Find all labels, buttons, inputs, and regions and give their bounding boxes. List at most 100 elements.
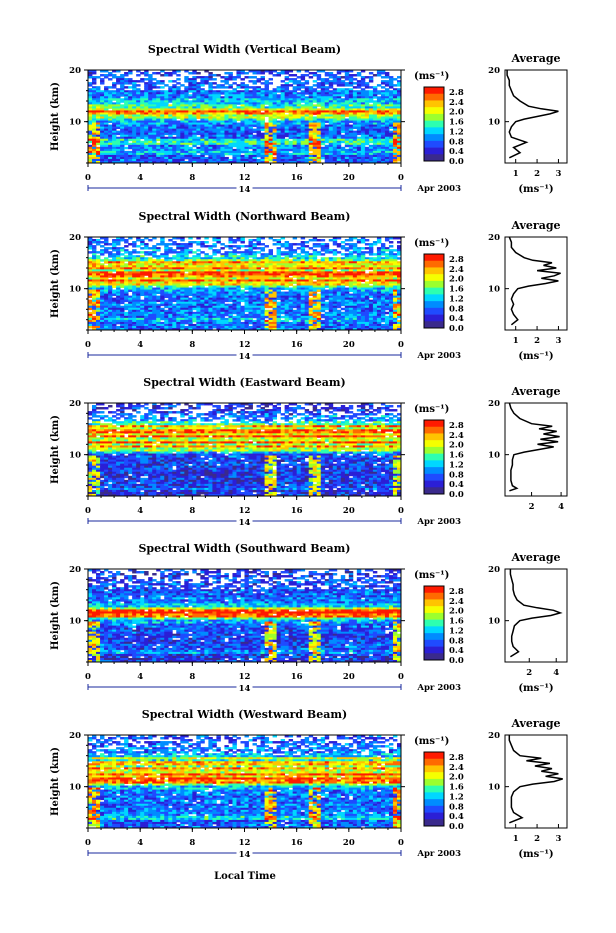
heatmap-cell (192, 72, 196, 74)
heatmap-cell (293, 275, 297, 277)
heatmap-cell (112, 286, 116, 288)
heatmap-cell (309, 72, 313, 74)
heatmap-cell (345, 114, 349, 116)
heatmap-cell (96, 251, 100, 253)
heatmap-cell (144, 74, 148, 76)
heatmap-cell (325, 82, 329, 84)
heatmap-cell (289, 149, 293, 151)
heatmap-cell (393, 84, 397, 86)
heatmap-cell (341, 94, 345, 96)
heatmap-cell (132, 245, 136, 247)
heatmap-cell (365, 251, 369, 253)
heatmap-cell (313, 80, 317, 82)
heatmap-cell (365, 243, 369, 245)
heatmap-cell (337, 84, 341, 86)
heatmap-cell (289, 137, 293, 139)
heatmap-cell (220, 76, 224, 78)
heatmap-cell (204, 241, 208, 243)
heatmap-cell (240, 86, 244, 88)
heatmap-cell (313, 74, 317, 76)
heatmap-cell (104, 261, 108, 263)
colorbar-segment (424, 87, 444, 94)
heatmap-cell (293, 243, 297, 245)
heatmap-cell (152, 255, 156, 257)
heatmap-cell (313, 245, 317, 247)
heatmap-cell (329, 86, 333, 88)
heatmap-cell (341, 241, 345, 243)
heatmap-cell (136, 84, 140, 86)
heatmap-cell (361, 279, 365, 281)
heatmap-cell (249, 255, 253, 257)
heatmap-cell (373, 96, 377, 98)
x-tick-label: 20 (343, 173, 355, 183)
heatmap-cell (228, 86, 232, 88)
heatmap-cell (373, 74, 377, 76)
heatmap-cell (301, 86, 305, 88)
colorbar-segment (424, 134, 444, 141)
heatmap-cell (196, 243, 200, 245)
heatmap-cell (305, 241, 309, 243)
heatmap-cell (285, 78, 289, 80)
heatmap-cell (361, 84, 365, 86)
heatmap-cell (96, 143, 100, 145)
heatmap-cell (144, 253, 148, 255)
heatmap-cell (353, 86, 357, 88)
heatmap-cell (180, 84, 184, 86)
heatmap-cell (232, 78, 236, 80)
heatmap-cell (172, 251, 176, 253)
heatmap-cell (357, 241, 361, 243)
heatmap-cells (88, 70, 401, 163)
heatmap-cell (232, 145, 236, 147)
heatmap-cell (236, 247, 240, 249)
heatmap-cell (208, 78, 212, 80)
heatmap-cell (333, 253, 337, 255)
heatmap-cell (389, 245, 393, 247)
heatmap-cell (297, 247, 301, 249)
heatmap-cell (192, 241, 196, 243)
colorbar-segment (424, 154, 444, 161)
colorbar-tick-label: 0.8 (449, 137, 464, 147)
heatmap-cell (196, 72, 200, 74)
heatmap-cell (120, 94, 124, 96)
heatmap-cell (341, 131, 345, 133)
heatmap-cell (349, 247, 353, 249)
heatmap-cell (253, 247, 257, 249)
heatmap-cell (140, 243, 144, 245)
heatmap-cell (321, 239, 325, 241)
heatmap-cell (200, 245, 204, 247)
heatmap-cell (345, 284, 349, 286)
heatmap-cell (116, 243, 120, 245)
heatmap-cell (273, 239, 277, 241)
heatmap-cell (212, 74, 216, 76)
heatmap-cell (281, 245, 285, 247)
heatmap-cell (168, 80, 172, 82)
heatmap-cell (196, 117, 200, 119)
colorbar-tick-label: 2.0 (449, 108, 464, 118)
heatmap-cell (220, 80, 224, 82)
date-label: Apr 2003 (416, 184, 461, 194)
x-tick-label: 0 (398, 173, 404, 183)
heatmap-cell (188, 96, 192, 98)
colorbar-tick-label: 0.4 (449, 147, 464, 157)
heatmap-cell (232, 82, 236, 84)
heatmap-cell (321, 253, 325, 255)
heatmap-cell (333, 243, 337, 245)
heatmap-cell (261, 72, 265, 74)
heatmap-cell (148, 239, 152, 241)
heatmap-cell (305, 92, 309, 94)
heatmap-cell (289, 284, 293, 286)
heatmap-cell (240, 78, 244, 80)
heatmap-cell (365, 76, 369, 78)
heatmap-cell (212, 86, 216, 88)
heatmap-cell (188, 251, 192, 253)
heatmap-cell (216, 86, 220, 88)
heatmap-cell (216, 251, 220, 253)
average-y-tick-label: 10 (488, 118, 500, 128)
heatmap-cell (305, 82, 309, 84)
heatmap-cell (285, 135, 289, 137)
colorbar-unit-label: (ms⁻¹) (414, 71, 449, 82)
heatmap-cell (116, 82, 120, 84)
heatmap-cell (345, 249, 349, 251)
heatmap-cell (172, 257, 176, 259)
heatmap-cell (373, 243, 377, 245)
